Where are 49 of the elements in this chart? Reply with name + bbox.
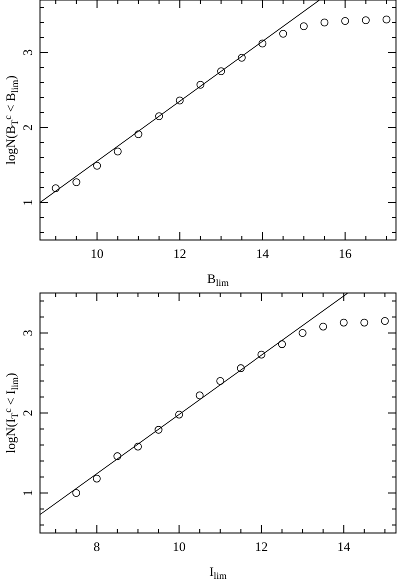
y-tick-label: 1 bbox=[20, 199, 35, 206]
y-tick-label: 1 bbox=[20, 490, 35, 496]
point bbox=[72, 489, 80, 497]
point bbox=[196, 392, 204, 400]
x-tick-label: 16 bbox=[338, 246, 352, 261]
point bbox=[155, 112, 163, 120]
y-tick-label: 2 bbox=[20, 124, 35, 131]
x-tick-label: 10 bbox=[90, 246, 104, 261]
point bbox=[298, 329, 306, 337]
point bbox=[382, 16, 390, 24]
point bbox=[72, 178, 80, 186]
point bbox=[278, 340, 286, 348]
point bbox=[238, 54, 246, 62]
point bbox=[216, 377, 224, 385]
x-axis-title: B$_{lim}$ bbox=[207, 271, 230, 289]
point bbox=[340, 318, 348, 326]
x-tick-label: 8 bbox=[94, 539, 100, 554]
point bbox=[52, 184, 60, 192]
x-tick-label: 14 bbox=[337, 539, 351, 554]
point bbox=[175, 410, 184, 418]
point bbox=[319, 322, 328, 330]
point bbox=[279, 30, 288, 38]
point bbox=[176, 96, 184, 104]
y-tick-label: 3 bbox=[20, 49, 35, 56]
y-tick-label: 3 bbox=[20, 330, 35, 336]
point bbox=[380, 317, 389, 325]
point bbox=[92, 474, 101, 482]
x-tick-label: 12 bbox=[173, 246, 186, 261]
point bbox=[154, 426, 162, 434]
point bbox=[114, 148, 122, 156]
point bbox=[217, 67, 225, 76]
x-tick-label: 14 bbox=[256, 246, 270, 261]
point bbox=[362, 16, 370, 24]
point bbox=[196, 80, 204, 89]
point bbox=[258, 350, 266, 358]
point bbox=[134, 130, 142, 138]
x-tick-label: 12 bbox=[254, 539, 268, 554]
point bbox=[258, 40, 266, 48]
x-tick-label: 10 bbox=[172, 539, 186, 554]
point bbox=[113, 452, 122, 460]
point bbox=[134, 442, 142, 450]
point bbox=[341, 17, 350, 25]
point bbox=[300, 22, 308, 30]
point bbox=[236, 364, 245, 372]
x-axis-title: I$_{lim}$ bbox=[209, 564, 228, 581]
point bbox=[93, 162, 101, 170]
y-tick-label: 2 bbox=[20, 410, 35, 416]
point bbox=[360, 318, 368, 326]
point bbox=[320, 18, 328, 26]
